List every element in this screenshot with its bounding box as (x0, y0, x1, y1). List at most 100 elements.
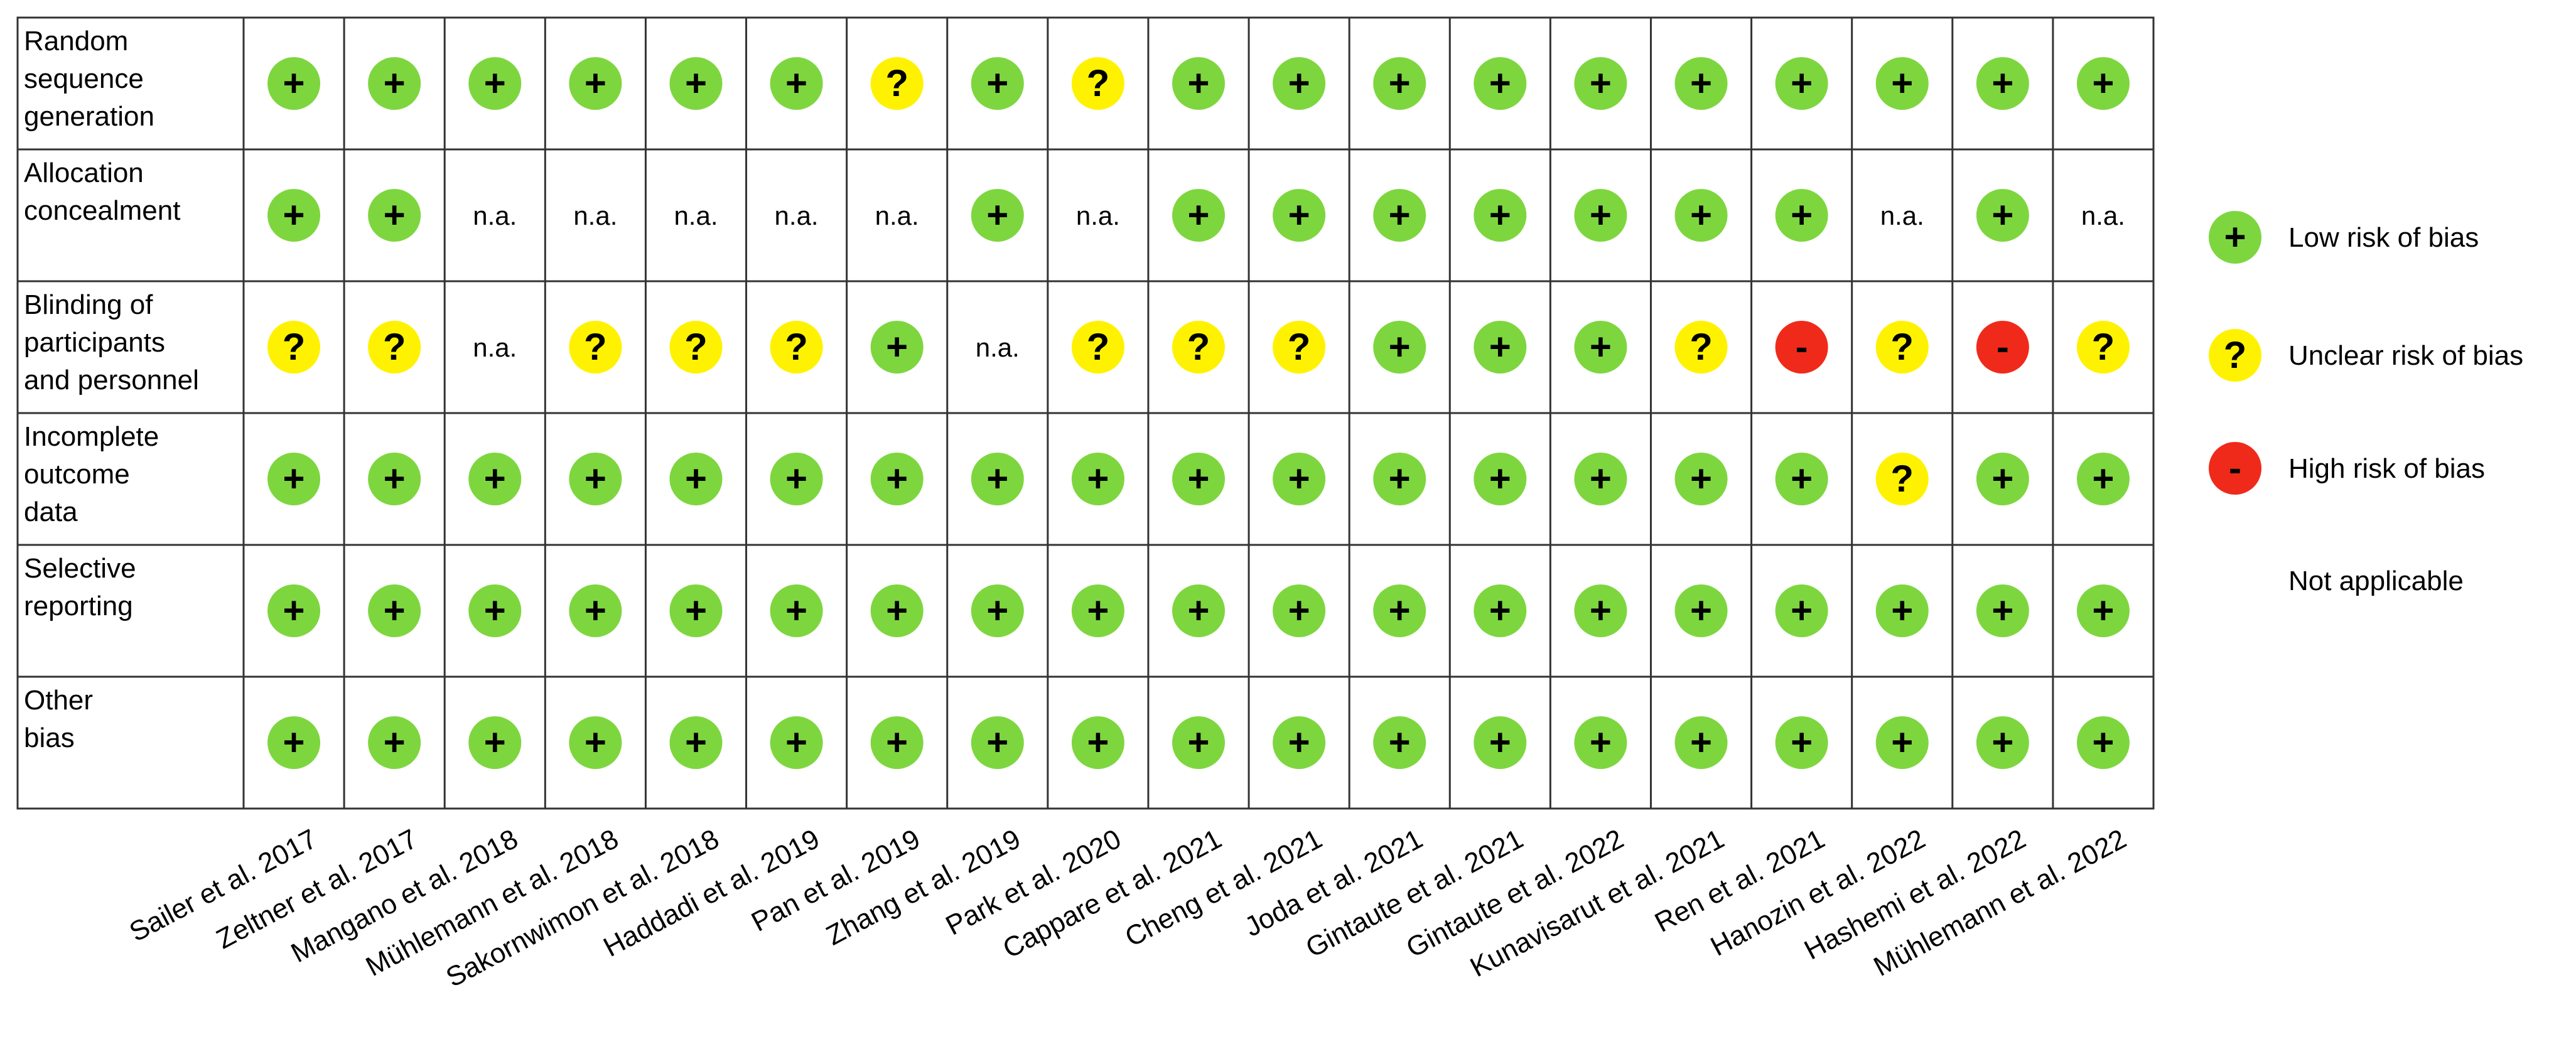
cell-low-symbol: + (283, 458, 305, 500)
cell-na-label: n.a. (473, 333, 517, 362)
cell-low-symbol: + (1991, 589, 2013, 632)
cell-low-symbol: + (685, 589, 707, 632)
cell-low-symbol: + (1991, 458, 2013, 500)
cell-low-symbol: + (1791, 194, 1813, 236)
cell-low-marker (1775, 453, 1828, 505)
cell-unclear-marker (1674, 321, 1728, 374)
cell-high-symbol: - (1997, 326, 2009, 368)
cell-low-symbol: + (1489, 721, 1511, 763)
row-labels: Random sequence generation Allocation concea… (24, 26, 199, 753)
cell-low-marker (1674, 189, 1728, 242)
cell-low-symbol: + (283, 194, 305, 236)
cell-low-symbol: + (1590, 721, 1612, 763)
cell-na-label: n.a. (1076, 201, 1120, 230)
cell-low-symbol: + (1991, 62, 2013, 104)
cell-low-symbol: + (384, 194, 406, 236)
cell-low-marker (368, 716, 421, 769)
cell-low-symbol: + (585, 458, 606, 500)
row-label: Allocation concealment (24, 158, 180, 226)
cell-low-symbol: + (585, 589, 606, 632)
cell-low-symbol: + (1288, 589, 1310, 632)
row-label: Blinding of participants and personnel (24, 289, 199, 395)
cell-low-symbol: + (1389, 458, 1411, 500)
cell-low-symbol: + (886, 721, 908, 763)
legend-low-label: Low risk of bias (2288, 222, 2479, 253)
cell-low-symbol: + (1389, 62, 1411, 104)
cell-low-symbol: + (1590, 589, 1612, 632)
cell-low-symbol: + (785, 589, 807, 632)
cell-low-marker (1875, 584, 1929, 637)
cell-low-symbol: + (986, 589, 1008, 632)
row-label-line: Blinding of (24, 289, 153, 320)
cell-unclear-symbol: ? (1890, 326, 1914, 368)
cell-low-symbol: + (585, 62, 606, 104)
cell-low-marker (1474, 716, 1527, 769)
cell-low-marker (1071, 453, 1124, 505)
cell-low-symbol: + (1690, 62, 1712, 104)
cell-low-marker (1273, 584, 1326, 637)
cell-low-marker (1273, 716, 1326, 769)
cell-low-marker (870, 584, 924, 637)
cell-low-marker (1474, 189, 1527, 242)
cell-low-symbol: + (2092, 62, 2114, 104)
cell-low-symbol: + (484, 458, 506, 500)
cell-low-marker (468, 584, 522, 637)
cell-na-label: n.a. (976, 333, 1020, 362)
cell-low-symbol: + (1288, 194, 1310, 236)
cell-low-marker (770, 57, 823, 110)
row-label-line: Selective (24, 553, 136, 584)
cell-low-symbol: + (1590, 458, 1612, 500)
cell-unclear-marker (870, 57, 924, 110)
cell-low-marker (1373, 453, 1426, 505)
row-label-line: and personnel (24, 365, 199, 395)
cell-low-marker (1775, 716, 1828, 769)
cell-low-symbol: + (1087, 721, 1109, 763)
cell-low-marker (1172, 189, 1225, 242)
cell-low-marker (368, 584, 421, 637)
cell-low-marker (1172, 584, 1225, 637)
cell-low-marker (1674, 57, 1728, 110)
cell-low-marker (669, 453, 723, 505)
cell-low-symbol: + (1489, 194, 1511, 236)
cell-low-symbol: + (1087, 589, 1109, 632)
cell-low-marker (669, 716, 723, 769)
cell-low-marker (1172, 453, 1225, 505)
cell-unclear-marker (1172, 321, 1225, 374)
cell-low-symbol: + (1288, 721, 1310, 763)
cell-low-marker (1976, 189, 2029, 242)
row-label-line: sequence (24, 63, 144, 94)
cell-low-symbol: + (1690, 458, 1712, 500)
cell-na-label: n.a. (674, 201, 718, 230)
cell-low-marker (770, 584, 823, 637)
cell-unclear-symbol: ? (2092, 326, 2115, 368)
cell-low-symbol: + (484, 721, 506, 763)
cell-low-symbol: + (1187, 721, 1209, 763)
row-label-line: outcome (24, 459, 130, 490)
cell-low-marker (1474, 584, 1527, 637)
cell-low-symbol: + (886, 326, 908, 368)
cell-low-marker (368, 57, 421, 110)
cell-low-marker (1875, 57, 1929, 110)
legend: + Low risk of bias? Unclear risk of bias - H… (2209, 211, 2523, 596)
cell-low-marker (971, 189, 1024, 242)
cell-unclear-marker (770, 321, 823, 374)
cell-unclear-marker (267, 321, 321, 374)
cell-low-symbol: + (986, 194, 1008, 236)
row-label-line: concealment (24, 195, 180, 226)
cell-low-marker (368, 453, 421, 505)
cell-low-marker (1273, 453, 1326, 505)
cell-low-symbol: + (1087, 458, 1109, 500)
cell-unclear-symbol: ? (785, 326, 808, 368)
cell-low-symbol: + (1791, 62, 1813, 104)
cell-low-marker (870, 453, 924, 505)
cell-low-symbol: + (785, 458, 807, 500)
cell-low-symbol: + (1389, 326, 1411, 368)
row-label-line: reporting (24, 591, 133, 621)
cell-low-marker (1474, 453, 1527, 505)
cell-low-marker (1071, 716, 1124, 769)
cell-low-marker (1674, 716, 1728, 769)
cell-low-marker (1071, 584, 1124, 637)
cell-low-symbol: + (1690, 589, 1712, 632)
cell-low-marker (1273, 189, 1326, 242)
cell-low-marker (1574, 453, 1627, 505)
